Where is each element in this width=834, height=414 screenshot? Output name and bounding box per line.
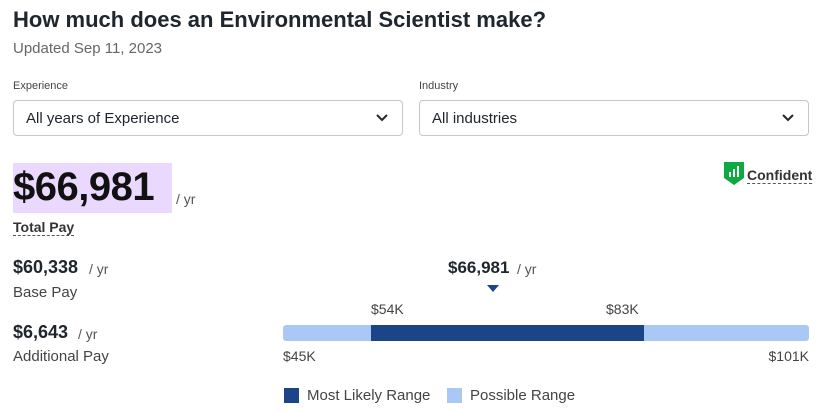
unit: / yr: [517, 261, 537, 277]
filter-label: Experience: [13, 80, 69, 92]
total-pay-amount: $66,981: [13, 165, 155, 209]
dropdown[interactable]: All years of Experience: [13, 100, 403, 136]
updated: Updated Sep 11, 2023: [13, 40, 163, 57]
highlight: [13, 163, 172, 213]
range-min: $45K: [283, 348, 316, 364]
unit: / yr: [78, 326, 98, 342]
median-amount: $66,981: [448, 258, 510, 277]
chevron: [376, 114, 388, 122]
additional-pay-amount: $6,643: [13, 322, 69, 342]
dropdown[interactable]: All industries: [419, 100, 809, 136]
confidence-icon: [724, 162, 744, 185]
chevron: [782, 114, 794, 122]
dropdown-value: All industries: [432, 110, 518, 127]
confidence[interactable]: Confident: [747, 167, 813, 184]
legend-swatch: [447, 388, 462, 403]
median-marker: [487, 285, 499, 292]
unit: / yr: [89, 261, 109, 277]
likely-range-bar: [371, 325, 644, 341]
dropdown-value: All years of Experience: [26, 110, 180, 127]
legend-label: Possible Range: [470, 387, 576, 404]
additional-pay-label: Additional Pay: [13, 348, 109, 365]
total-pay-label[interactable]: Total Pay: [13, 219, 75, 236]
legend-label: Most Likely Range: [307, 387, 431, 404]
legend-swatch: [284, 388, 299, 403]
likely-high: $83K: [606, 301, 639, 317]
base-pay-label: Base Pay: [13, 284, 78, 301]
likely-low: $54K: [371, 301, 404, 317]
title: How much does an Environmental Scientist…: [13, 7, 547, 32]
range-max: $101K: [768, 348, 809, 364]
unit: / yr: [176, 191, 196, 207]
base-pay-amount: $60,338: [13, 257, 79, 277]
filter-label: Industry: [419, 80, 459, 92]
